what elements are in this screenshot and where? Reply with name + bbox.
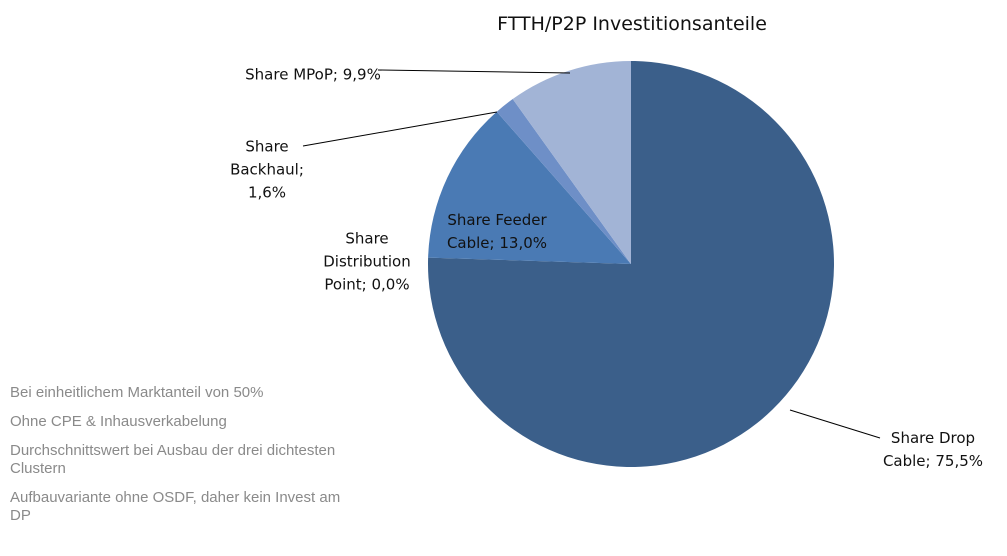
note: Ohne CPE & Inhausverkabelung xyxy=(10,413,227,430)
note: Bei einheitlichem Marktanteil von 50% xyxy=(10,384,264,401)
label-separator: ; xyxy=(489,234,495,252)
label-category: Share Distribution Point xyxy=(323,229,411,294)
pie-slice xyxy=(496,99,631,264)
pie-slice xyxy=(428,111,631,265)
chart-title: FTTH/P2P Investitionsanteile xyxy=(497,13,767,35)
data-label: Share Drop Cable; 75,5% xyxy=(878,427,988,473)
label-category: Share Backhaul xyxy=(230,137,299,179)
data-label: Share Distribution Point; 0,0% xyxy=(312,228,422,297)
data-label: Share Backhaul; 1,6% xyxy=(222,136,312,205)
label-separator: ; xyxy=(925,452,931,470)
label-separator: ; xyxy=(298,160,304,179)
notes: Bei einheitlichem Marktanteil von 50% Ohn… xyxy=(10,384,360,536)
label-value: 0,0% xyxy=(371,275,410,294)
pie-slice xyxy=(512,61,631,264)
data-label: Share MPoP; 9,9% xyxy=(243,64,383,87)
data-label: Share Feeder Cable; 13,0% xyxy=(437,209,557,255)
label-value: 13,0% xyxy=(499,234,548,252)
leader-line xyxy=(789,409,881,439)
note: Aufbauvariante ohne OSDF, daher kein Inv… xyxy=(10,489,341,524)
label-category: Share Drop Cable xyxy=(882,429,976,470)
label-value: 75,5% xyxy=(935,452,984,470)
label-value: 1,6% xyxy=(247,183,287,202)
leader-line xyxy=(302,111,498,147)
label-value: 9,9% xyxy=(342,65,381,84)
note: Durchschnittswert bei Ausbau der drei di… xyxy=(10,442,336,477)
label-category: Share MPoP xyxy=(245,65,333,84)
label-separator: ; xyxy=(361,275,367,294)
leader-line xyxy=(377,69,571,74)
label-separator: ; xyxy=(332,65,338,84)
label-category: Share Feeder Cable xyxy=(446,211,547,252)
